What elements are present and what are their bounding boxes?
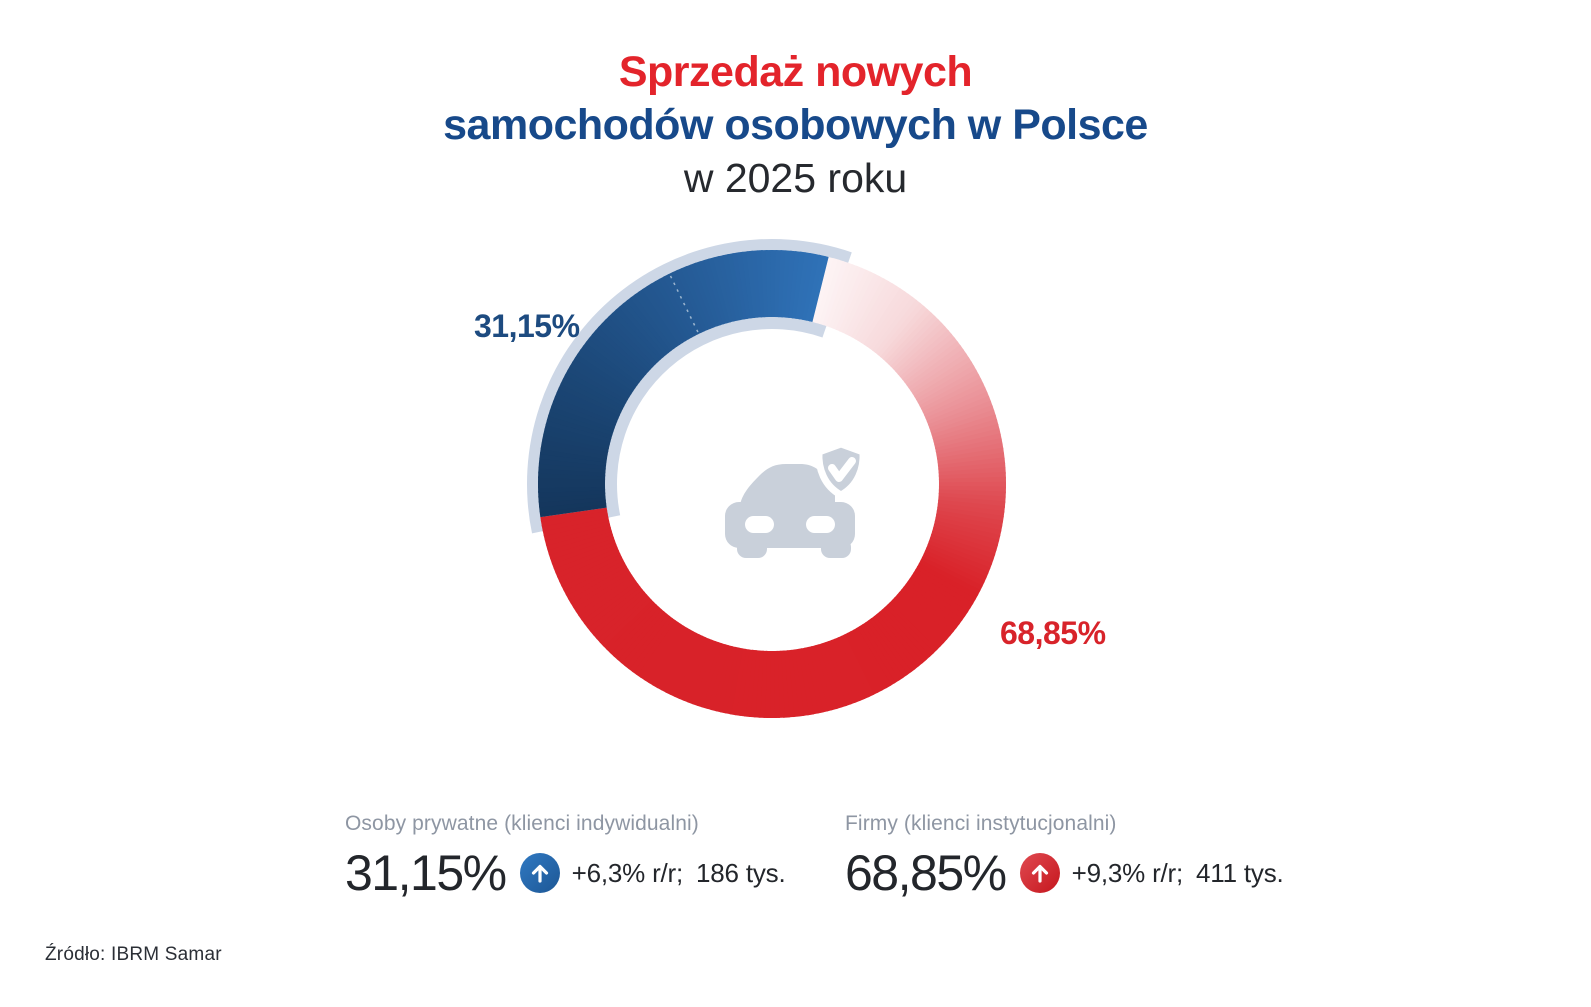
stat-private-label: Osoby prywatne (klienci indywidualni) [345,812,699,835]
stat-private-row: 31,15% +6,3% r/r; 186 tys. [345,844,786,902]
arrow-up-icon [1019,853,1060,893]
page-title: Sprzedaż nowych samochodów osobowych w P… [0,46,1591,205]
stat-company-volume: 411 tys. [1196,857,1284,888]
donut-label-companies: 68,85% [1000,615,1106,651]
stat-company-value: 68,85% [845,845,1007,901]
stat-private-change: +6,3% r/r; [571,857,684,888]
car-shield-icon [725,440,867,558]
title-line-3: w 2025 roku [683,155,908,201]
title-line-2: samochodów osobowych w Polsce [443,101,1148,149]
stat-private-clients: Osoby prywatne (klienci indywidualni) 31… [345,812,786,902]
donut-chart-svg [527,239,1006,718]
source-note: Źródło: IBRM Samar [45,944,222,965]
arrow-up-icon [519,853,560,893]
stat-company-label: Firmy (klienci instytucjonalni) [845,812,1117,835]
stat-private-value: 31,15% [345,845,507,901]
segment-divider-line [669,274,699,333]
stat-company-clients: Firmy (klienci instytucjonalni) 68,85% +… [845,812,1284,902]
stat-private-volume: 186 tys. [696,857,786,888]
title-line-1: Sprzedaż nowych [618,48,973,96]
donut-arcs [527,239,1006,718]
stat-company-row: 68,85% +9,3% r/r; 411 tys. [845,844,1284,902]
donut-label-private: 31,15% [474,308,580,344]
donut-chart [512,224,1032,744]
stat-company-change: +9,3% r/r; [1071,857,1184,888]
